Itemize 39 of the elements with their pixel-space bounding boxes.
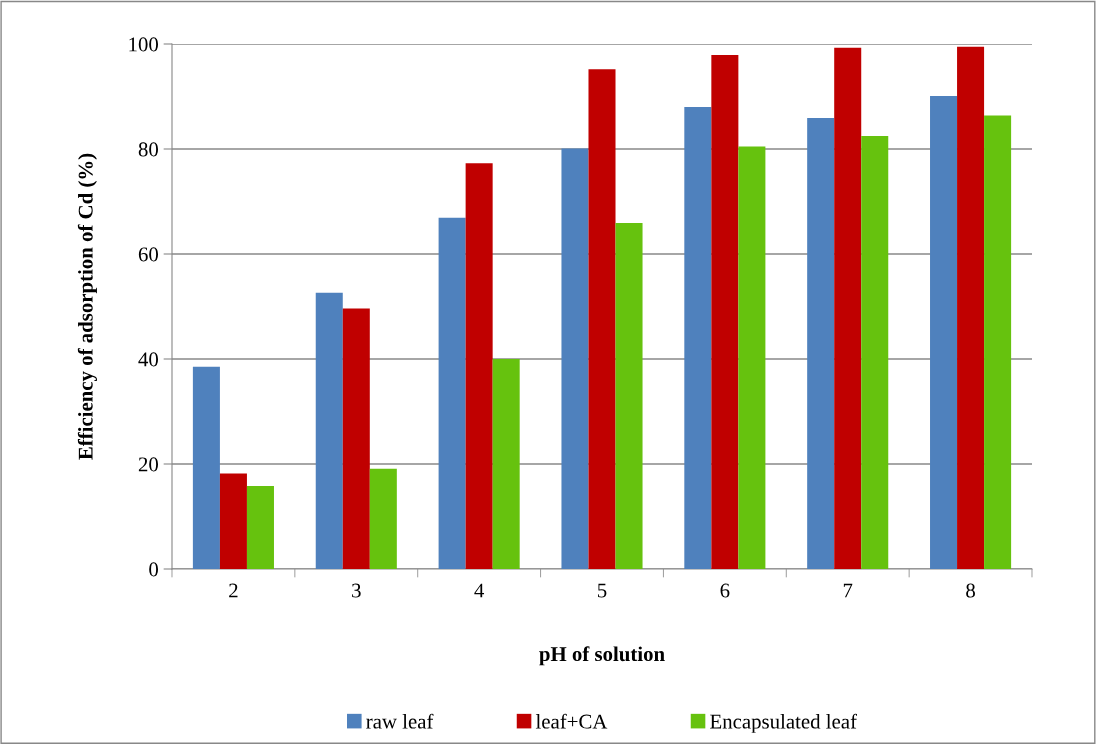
bar bbox=[807, 118, 835, 569]
bar bbox=[930, 95, 958, 569]
bar bbox=[315, 292, 343, 569]
x-tick-label: 7 bbox=[843, 583, 853, 598]
x-tick-label: 8 bbox=[966, 583, 975, 598]
x-axis-title: pH of solution bbox=[539, 646, 665, 666]
x-tick-label: 4 bbox=[474, 583, 485, 598]
bar bbox=[438, 217, 466, 569]
legend-label: Encapsulated leaf bbox=[710, 713, 857, 733]
bar bbox=[561, 148, 589, 569]
bar bbox=[711, 55, 739, 569]
bar bbox=[342, 308, 370, 569]
y-tick-label: 20 bbox=[138, 457, 159, 472]
bar bbox=[588, 69, 616, 569]
bar bbox=[984, 115, 1012, 569]
bar bbox=[465, 163, 493, 569]
legend-label: leaf+CA bbox=[535, 713, 608, 729]
y-axis-title: Efficiency of adsorption of Cd (%) bbox=[77, 153, 97, 460]
y-tick-label: 60 bbox=[138, 247, 159, 262]
x-tick-label: 2 bbox=[229, 583, 238, 598]
bar bbox=[192, 366, 220, 569]
x-tick-label: 5 bbox=[598, 583, 607, 598]
y-tick-label: 40 bbox=[138, 352, 159, 367]
bar bbox=[957, 46, 985, 569]
bar bbox=[684, 107, 712, 569]
x-tick-label: 3 bbox=[352, 583, 361, 598]
bar bbox=[246, 486, 274, 569]
bar bbox=[219, 473, 247, 569]
y-tick-label: 0 bbox=[149, 562, 159, 577]
y-tick-label: 80 bbox=[138, 142, 159, 157]
legend-label: raw leaf bbox=[366, 713, 434, 729]
bar bbox=[492, 359, 520, 569]
bar bbox=[369, 468, 397, 569]
bar bbox=[834, 47, 862, 569]
bar bbox=[615, 223, 643, 569]
x-tick-label: 6 bbox=[720, 583, 730, 598]
bar bbox=[738, 146, 766, 569]
y-tick-label: 100 bbox=[129, 37, 159, 52]
bar bbox=[861, 135, 889, 569]
